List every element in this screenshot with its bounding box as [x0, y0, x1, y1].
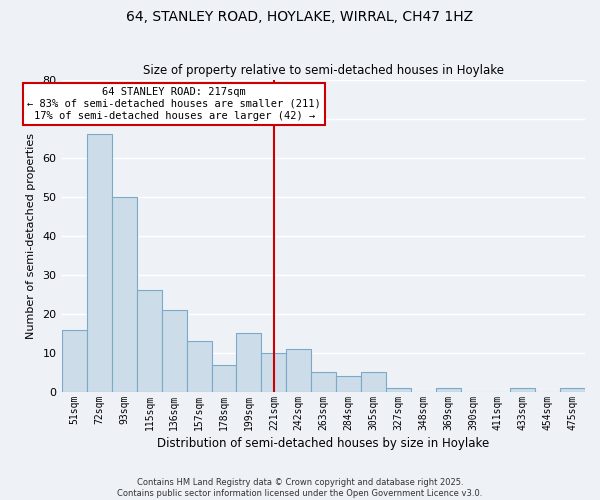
- Bar: [336, 376, 361, 392]
- Bar: [262, 353, 286, 392]
- Bar: [187, 342, 212, 392]
- Bar: [361, 372, 386, 392]
- Bar: [212, 364, 236, 392]
- Bar: [286, 349, 311, 392]
- Bar: [511, 388, 535, 392]
- Text: 64, STANLEY ROAD, HOYLAKE, WIRRAL, CH47 1HZ: 64, STANLEY ROAD, HOYLAKE, WIRRAL, CH47 …: [127, 10, 473, 24]
- Bar: [87, 134, 112, 392]
- Text: Contains HM Land Registry data © Crown copyright and database right 2025.
Contai: Contains HM Land Registry data © Crown c…: [118, 478, 482, 498]
- X-axis label: Distribution of semi-detached houses by size in Hoylake: Distribution of semi-detached houses by …: [157, 437, 490, 450]
- Text: 64 STANLEY ROAD: 217sqm
← 83% of semi-detached houses are smaller (211)
17% of s: 64 STANLEY ROAD: 217sqm ← 83% of semi-de…: [28, 88, 321, 120]
- Bar: [311, 372, 336, 392]
- Bar: [560, 388, 585, 392]
- Bar: [112, 196, 137, 392]
- Bar: [386, 388, 411, 392]
- Bar: [137, 290, 162, 392]
- Bar: [436, 388, 461, 392]
- Y-axis label: Number of semi-detached properties: Number of semi-detached properties: [26, 133, 35, 339]
- Title: Size of property relative to semi-detached houses in Hoylake: Size of property relative to semi-detach…: [143, 64, 504, 77]
- Bar: [236, 334, 262, 392]
- Bar: [162, 310, 187, 392]
- Bar: [62, 330, 87, 392]
